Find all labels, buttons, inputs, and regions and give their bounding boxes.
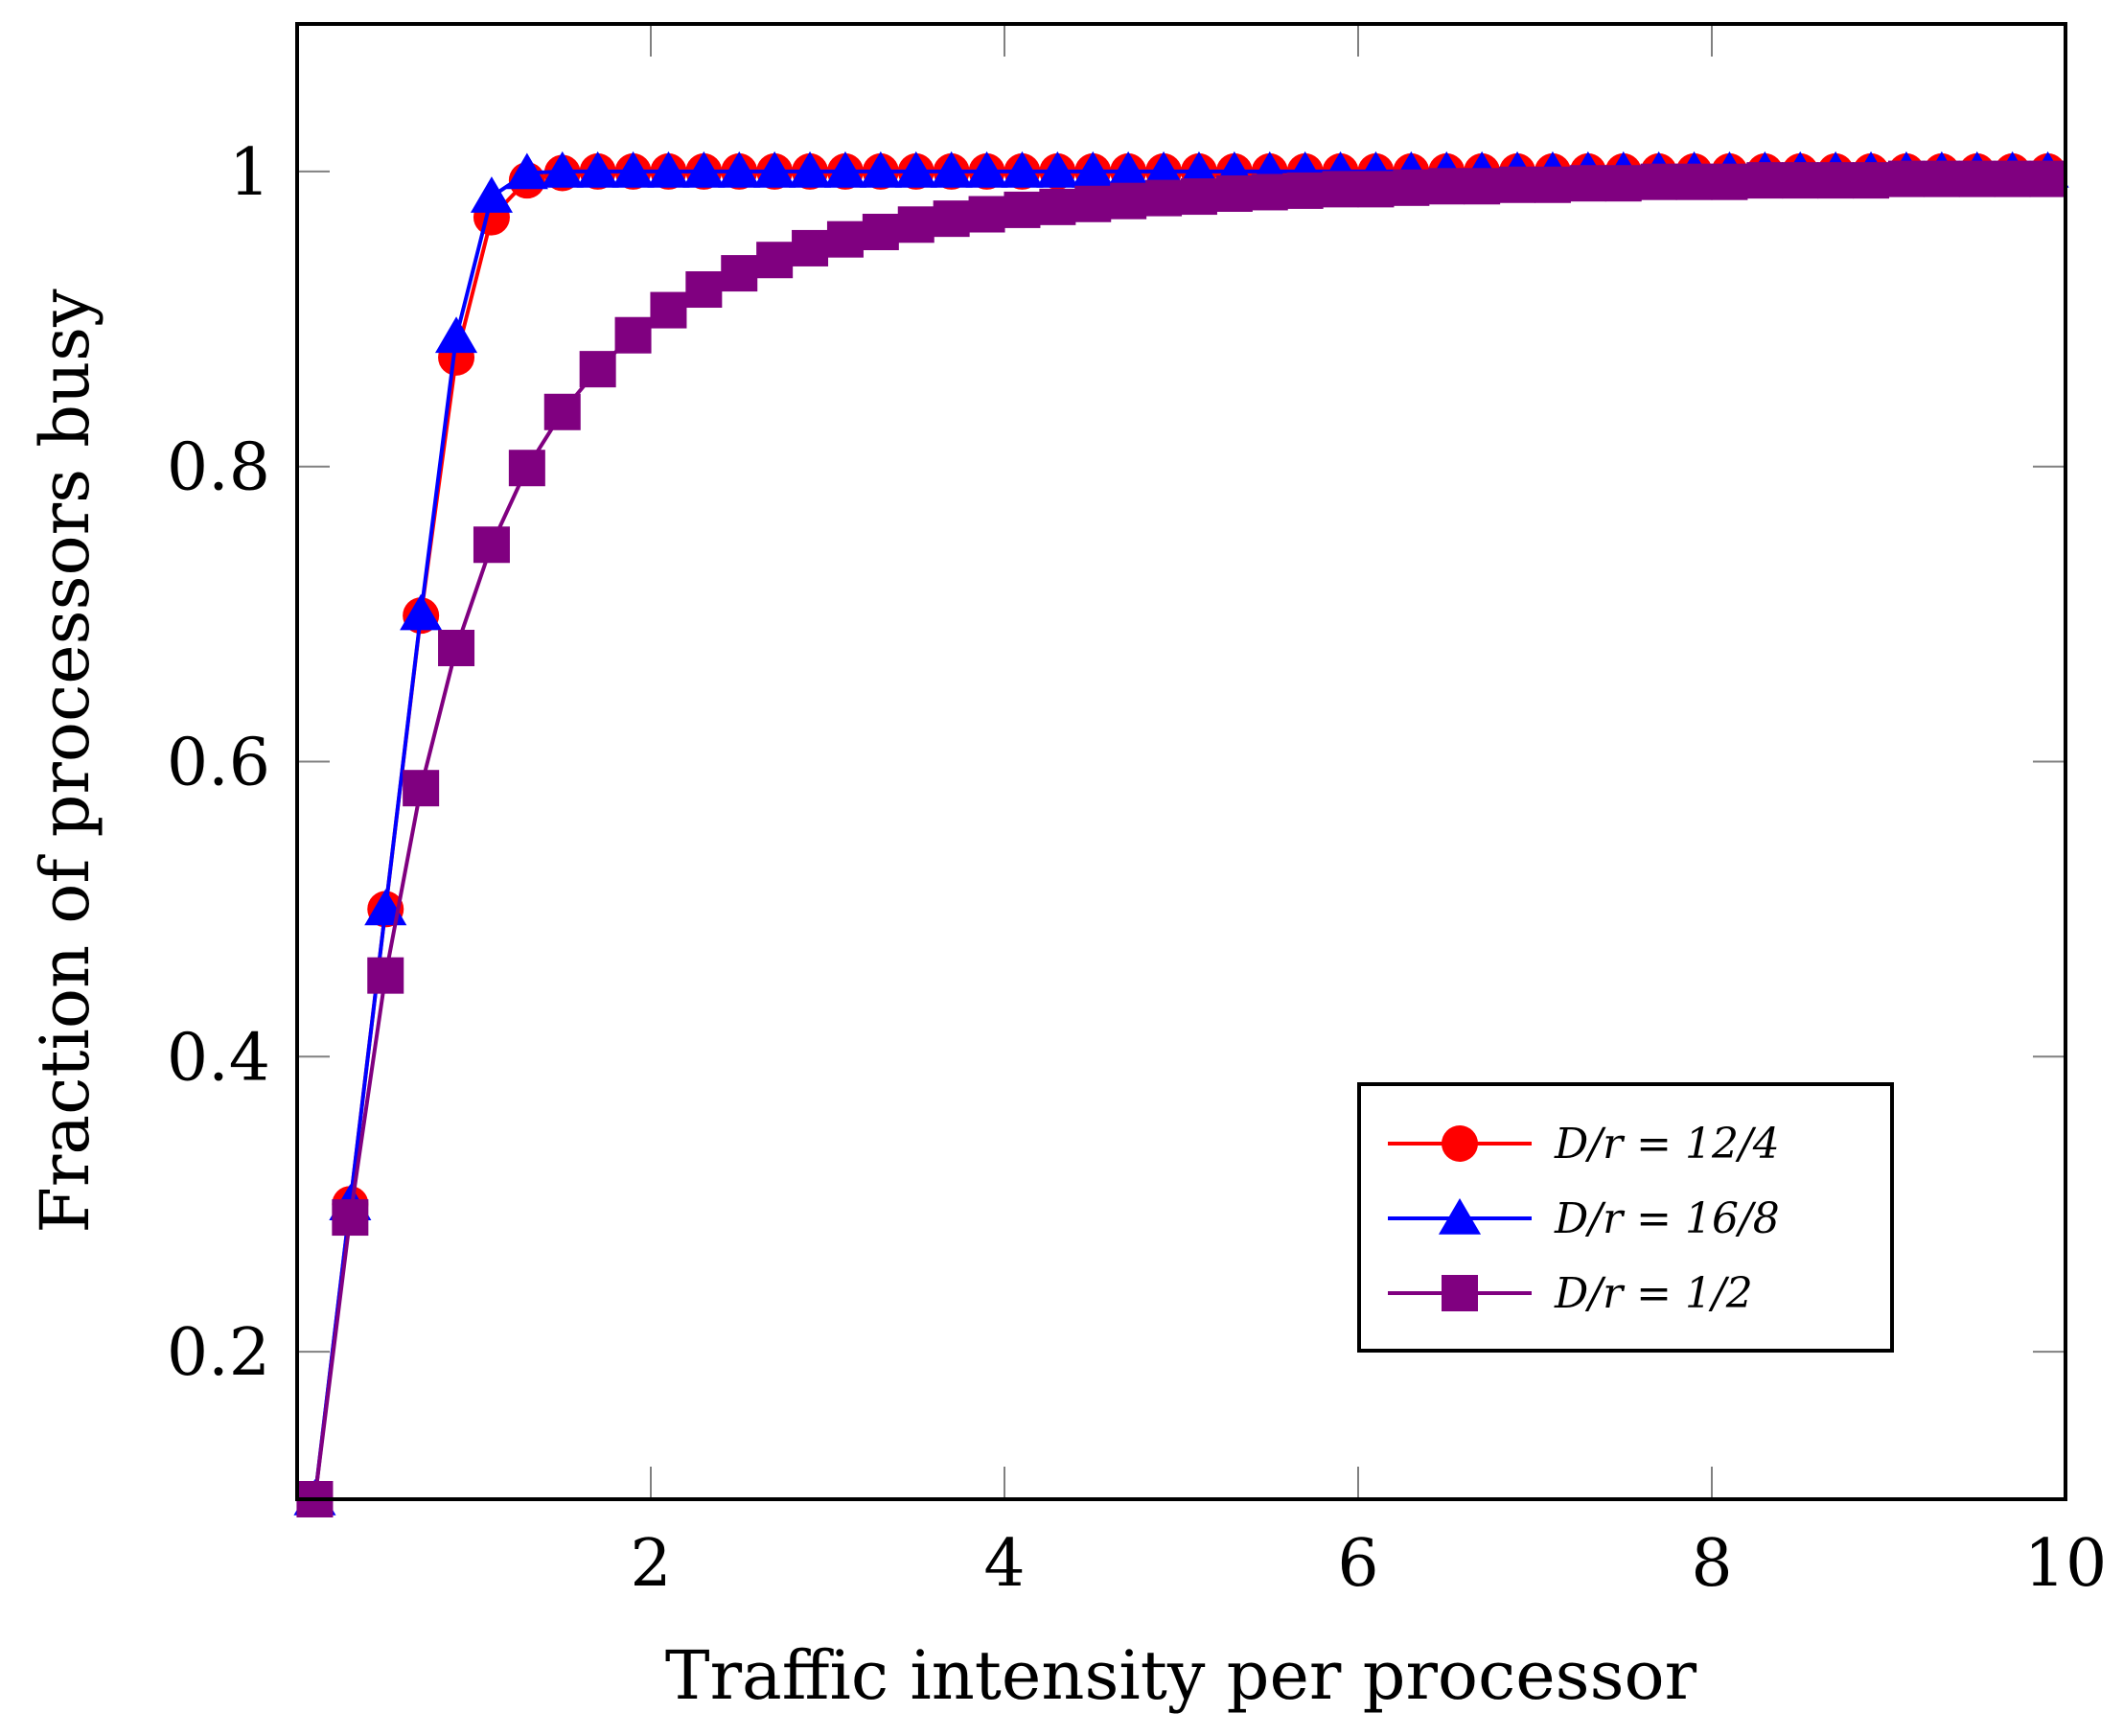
data-point — [1180, 178, 1217, 216]
data-point — [965, 150, 1008, 188]
data-point — [1145, 179, 1183, 217]
data-point — [1499, 166, 1536, 203]
data-point — [508, 450, 545, 487]
data-point — [1001, 150, 1044, 188]
x-tick-label: 8 — [1691, 1526, 1732, 1602]
data-point — [1428, 168, 1465, 205]
data-point — [438, 629, 475, 666]
data-point — [400, 593, 443, 631]
data-point — [403, 770, 440, 807]
data-point — [1107, 150, 1150, 188]
data-point — [1782, 162, 1819, 199]
y-axis-title: Fraction of processors busy — [26, 289, 104, 1234]
data-point — [753, 150, 796, 188]
y-tick-label: 0.4 — [167, 1020, 270, 1096]
x-tick-label: 6 — [1337, 1526, 1378, 1602]
data-point — [1887, 160, 1925, 197]
data-point — [647, 150, 690, 188]
data-point — [332, 1199, 369, 1237]
data-point — [1604, 165, 1642, 202]
data-point — [792, 229, 829, 266]
data-point — [897, 206, 935, 243]
data-point — [756, 242, 794, 279]
data-point — [1286, 172, 1324, 209]
data-point — [721, 255, 758, 292]
data-point — [1110, 182, 1147, 220]
data-point — [1746, 162, 1784, 199]
data-point — [1074, 185, 1112, 222]
tick-labels: 2 4 6 8 10 0.2 0.4 0.6 0.8 1 — [167, 135, 2107, 1602]
data-point — [614, 316, 652, 354]
data-point — [1817, 162, 1855, 199]
x-tick-label: 4 — [983, 1526, 1025, 1602]
data-point — [1853, 162, 1890, 199]
y-tick-label: 1 — [229, 135, 270, 211]
data-point — [1215, 174, 1253, 212]
data-point — [1251, 174, 1288, 211]
data-point — [1142, 150, 1186, 188]
data-point — [1958, 160, 1996, 197]
y-tick-label: 0.2 — [167, 1315, 270, 1391]
data-point — [435, 316, 478, 354]
data-point — [682, 150, 726, 188]
data-point — [1039, 188, 1076, 225]
data-point — [470, 176, 513, 213]
plot-frame — [295, 22, 2067, 1501]
data-point — [826, 220, 864, 258]
data-point — [894, 150, 937, 188]
data-point — [789, 150, 832, 188]
data-point — [473, 526, 510, 564]
legend-marker — [1438, 1198, 1482, 1235]
legend-marker — [1442, 1275, 1478, 1311]
data-point — [576, 150, 619, 188]
x-tick-label: 10 — [2024, 1526, 2108, 1602]
legend: D/r = 12/4 D/r = 16/8 D/r = 1/2 — [1357, 1082, 1894, 1353]
data-point — [930, 150, 973, 188]
y-tick-label: 0.6 — [167, 726, 270, 801]
data-point — [1393, 169, 1430, 206]
legend-label: D/r = 1/2 — [1554, 1269, 1753, 1318]
x-tick-label: 2 — [630, 1526, 671, 1602]
x-axis-title: Traffic intensity per processor — [665, 1636, 1697, 1715]
data-point — [1675, 163, 1713, 200]
data-point — [862, 213, 899, 250]
data-point — [367, 957, 404, 994]
data-point — [612, 150, 655, 188]
y-tick-label: 0.8 — [167, 430, 270, 506]
data-point — [1923, 160, 1960, 197]
data-point — [650, 291, 687, 329]
data-point — [1072, 150, 1115, 188]
data-point — [859, 150, 902, 188]
data-point — [685, 271, 723, 309]
data-point — [1711, 163, 1748, 200]
data-point — [543, 393, 581, 430]
data-point — [541, 150, 584, 188]
data-point — [1534, 166, 1571, 203]
data-point — [1640, 163, 1677, 200]
data-point — [933, 200, 970, 238]
data-point — [1357, 171, 1395, 208]
data-point — [579, 351, 616, 388]
legend-marker — [1442, 1125, 1478, 1162]
legend-label: D/r = 12/4 — [1554, 1120, 1780, 1169]
data-point — [823, 150, 866, 188]
data-point — [968, 196, 1005, 233]
data-point — [2029, 160, 2066, 197]
plot-series — [293, 150, 2069, 1517]
data-point — [1322, 171, 1359, 208]
data-point — [1994, 160, 2031, 197]
data-point — [1464, 168, 1501, 205]
data-point — [1036, 150, 1079, 188]
legend-label: D/r = 16/8 — [1554, 1194, 1780, 1243]
data-point — [505, 152, 548, 190]
data-point — [1569, 165, 1606, 202]
series-square — [296, 160, 2066, 1517]
data-point — [718, 150, 761, 188]
data-point — [1004, 191, 1041, 228]
